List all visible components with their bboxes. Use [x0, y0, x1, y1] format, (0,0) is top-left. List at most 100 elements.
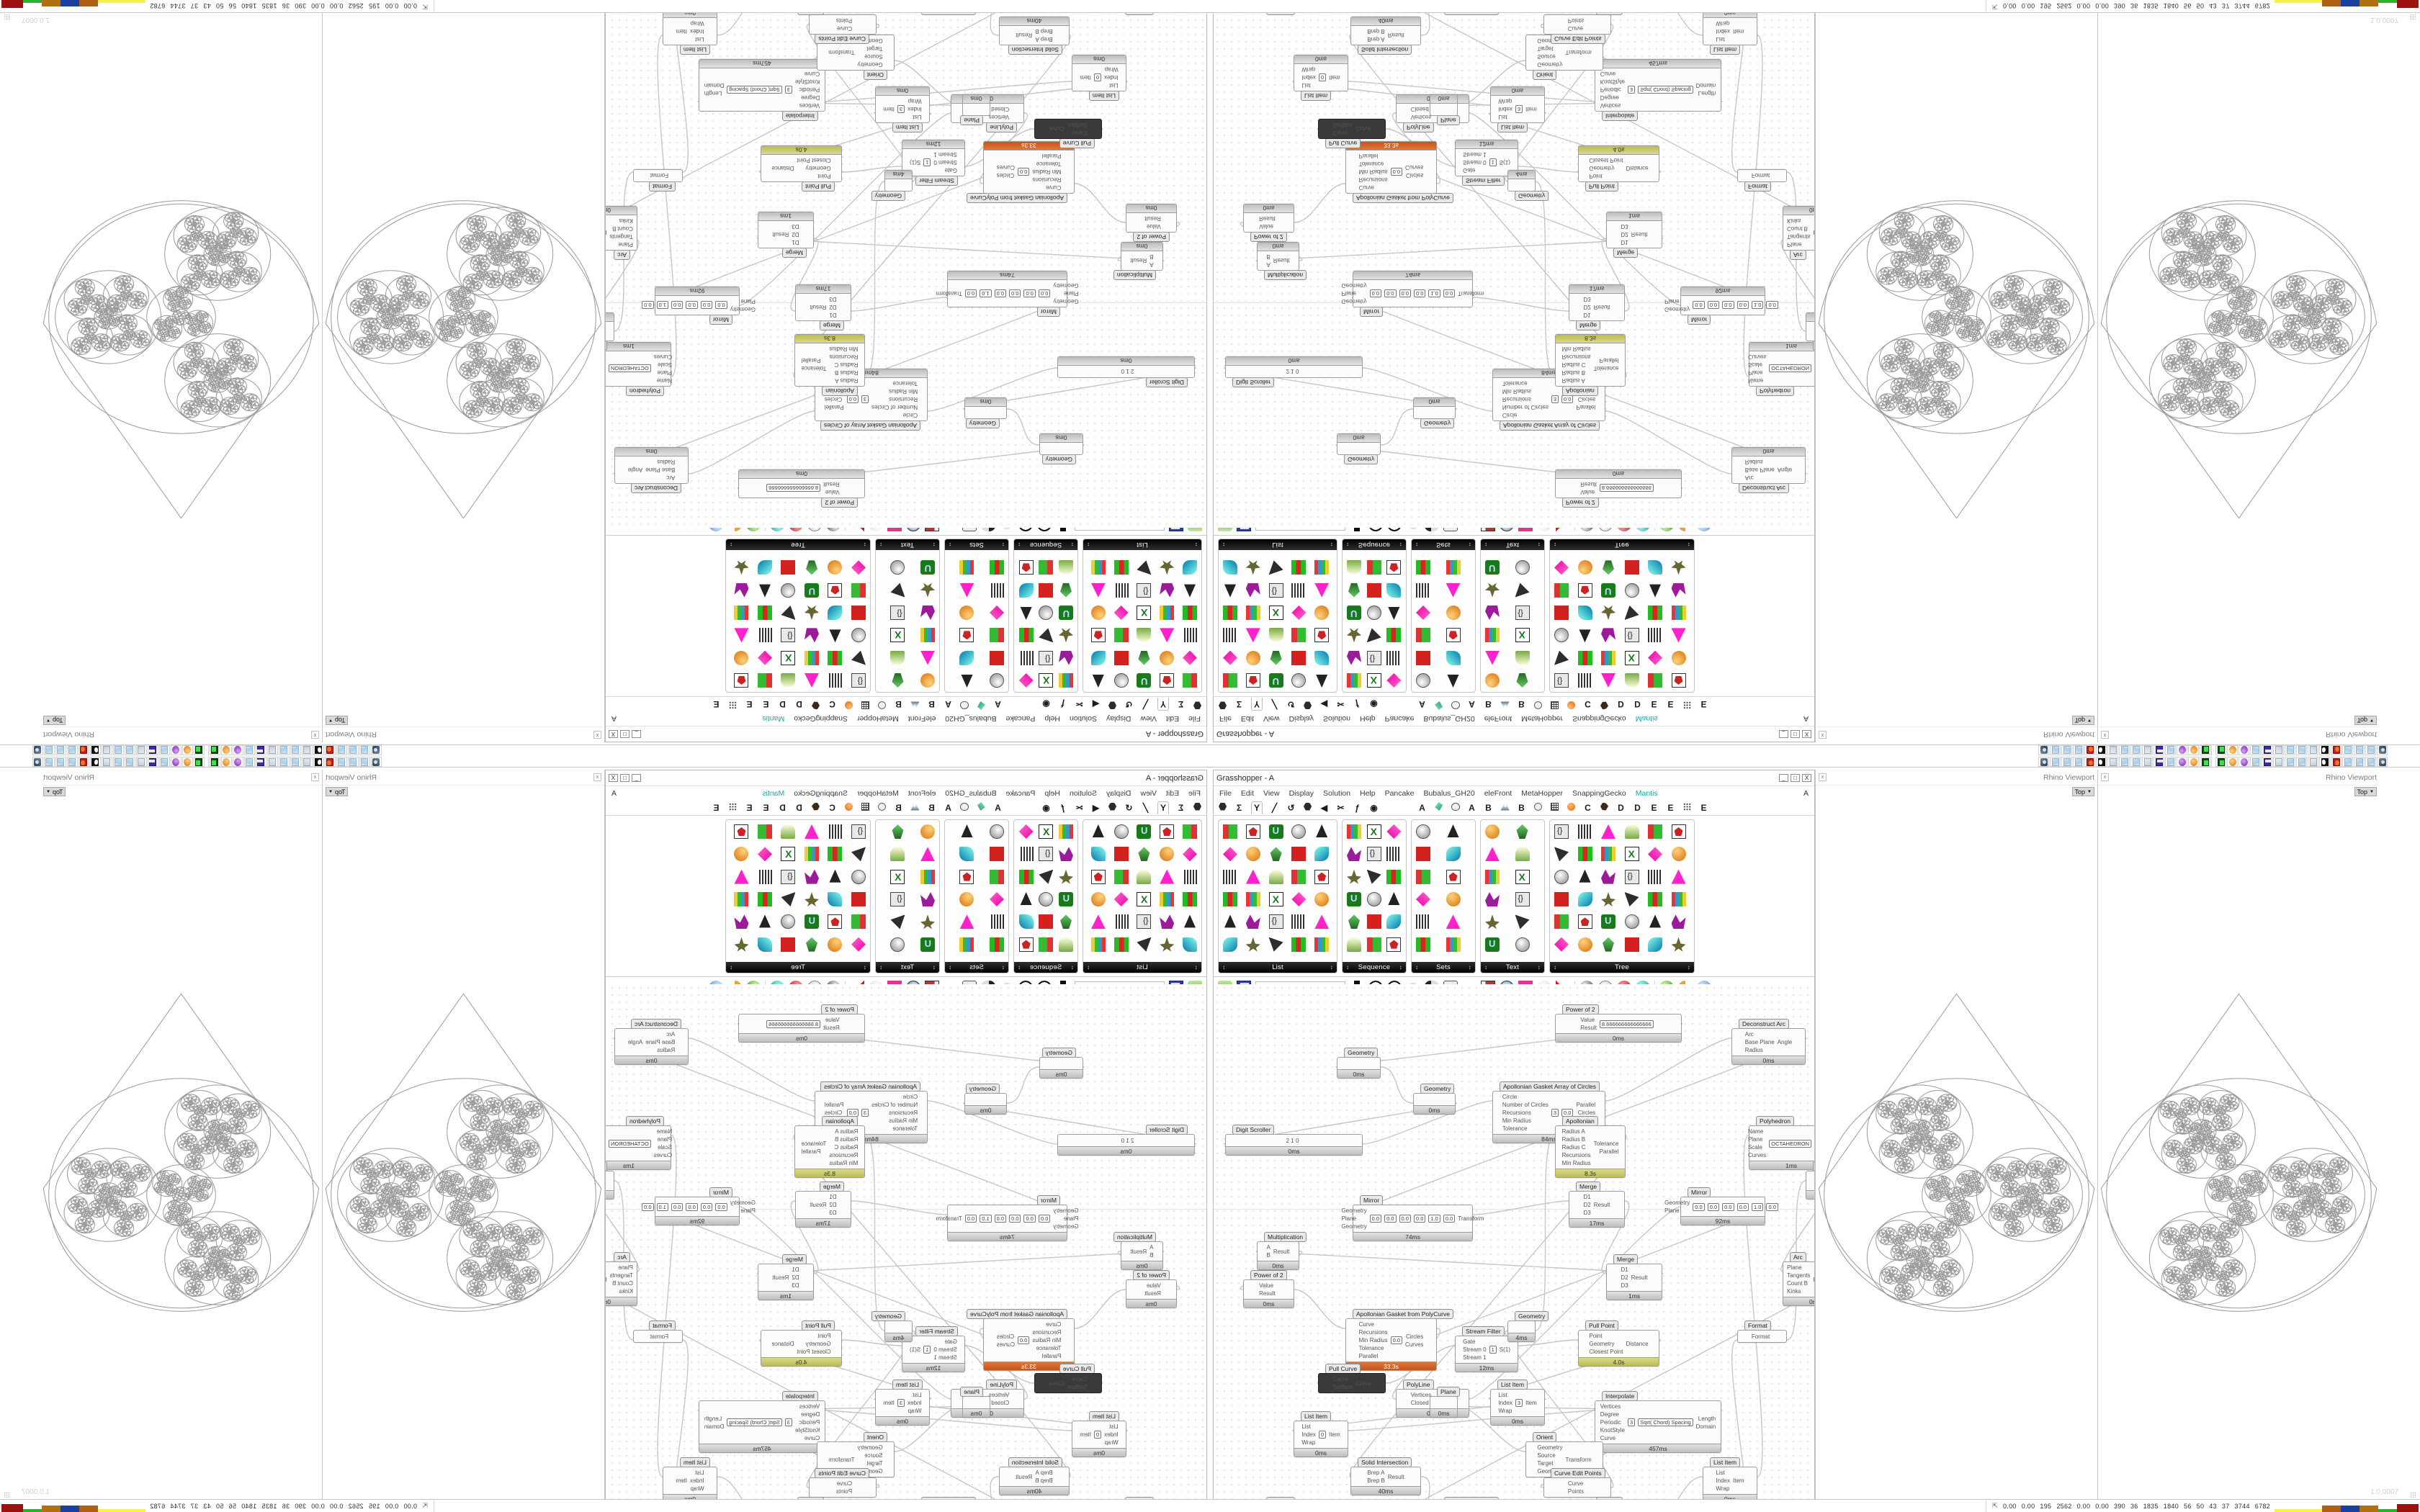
purple-orb-icon[interactable]: [2177, 756, 2187, 767]
ribbon-tab-vector[interactable]: ╱: [1270, 801, 1279, 814]
gh-component[interactable]: Format: [1737, 169, 1787, 182]
palette-component-icon[interactable]: [850, 912, 868, 933]
palette-component-icon[interactable]: [1576, 601, 1594, 622]
palette-component-icon[interactable]: [1483, 601, 1501, 622]
port-label[interactable]: Plane: [1664, 298, 1680, 305]
palette-group-label[interactable]: Text: [876, 539, 939, 550]
palette-component-icon[interactable]: [1483, 845, 1501, 865]
degree-field[interactable]: 3: [1628, 1418, 1636, 1426]
port-label[interactable]: Curve: [1072, 130, 1088, 136]
port-label[interactable]: Arc: [1744, 474, 1754, 481]
orange-orb-icon[interactable]: [221, 756, 232, 767]
palette-component-icon[interactable]: [1312, 935, 1330, 956]
palette-component-icon[interactable]: [1552, 822, 1570, 843]
port-label[interactable]: Geometry: [1053, 298, 1079, 305]
port-label[interactable]: Domain: [704, 1423, 725, 1430]
palette-group-list[interactable]: List: [1083, 539, 1202, 693]
port-label[interactable]: Plane: [1341, 290, 1357, 297]
palette-component-icon[interactable]: [1444, 624, 1462, 644]
palette-group-list[interactable]: List: [1083, 819, 1202, 973]
gh-component[interactable]: 0ms: [1337, 433, 1381, 455]
palette-group-text[interactable]: Text: [875, 819, 940, 973]
document-icon[interactable]: [244, 745, 255, 756]
palette-group-label[interactable]: Text: [1481, 539, 1544, 550]
index-field[interactable]: 0: [1318, 73, 1327, 81]
port-label[interactable]: Plane: [1747, 1136, 1763, 1143]
menu-item-edit[interactable]: Edit: [1165, 714, 1180, 724]
port-label[interactable]: Tolerance: [892, 380, 918, 387]
node-label[interactable]: Pull Curve: [1059, 1364, 1095, 1374]
palette-component-icon[interactable]: [1365, 935, 1383, 956]
ribbon-tab-display[interactable]: ◉: [1369, 698, 1379, 711]
scroll-icon[interactable]: [2107, 745, 2118, 756]
node-label[interactable]: Deconstruct Arc: [631, 1019, 681, 1029]
palette-component-icon[interactable]: [1018, 624, 1036, 644]
node-label[interactable]: Solid Intersection: [1358, 45, 1412, 55]
port-label[interactable]: Number of Circles: [1502, 1102, 1549, 1108]
palette-group-label[interactable]: Tree: [1550, 962, 1694, 973]
menu-item-bubalus-gh20[interactable]: Bubalus_GH20: [1423, 788, 1475, 798]
palette-component-icon[interactable]: [756, 669, 774, 690]
palette-group-label[interactable]: Text: [1481, 962, 1544, 973]
plane-component-field[interactable]: 1.0: [980, 1215, 992, 1223]
plane-component-field[interactable]: 0.0: [715, 301, 727, 310]
port-label[interactable]: Tangents: [609, 1272, 633, 1279]
ribbon-tab-e[interactable]: E: [1649, 698, 1659, 711]
port-label[interactable]: List: [1716, 36, 1725, 42]
port-label[interactable]: Min Radius: [889, 388, 918, 395]
palette-component-icon[interactable]: [959, 845, 977, 865]
gh-component[interactable]: A B Result 0ms: [1257, 242, 1299, 271]
palette-component-icon[interactable]: [827, 624, 845, 644]
port-label[interactable]: Domain: [704, 82, 725, 89]
palette-component-icon[interactable]: [1576, 647, 1594, 667]
palette-component-icon[interactable]: [1623, 822, 1641, 843]
palette-component-icon[interactable]: [780, 624, 798, 644]
palette-component-icon[interactable]: [1444, 890, 1462, 911]
bw-app-icon[interactable]: [2319, 745, 2330, 756]
ribbon-tab-bug[interactable]: [877, 698, 887, 711]
menu-item-view[interactable]: View: [1263, 714, 1280, 724]
palette-component-icon[interactable]: [1513, 935, 1531, 956]
palette-component-icon[interactable]: [850, 556, 868, 577]
palette-component-icon[interactable]: [1670, 601, 1688, 622]
palette-component-icon[interactable]: [1158, 935, 1176, 956]
camera-icon[interactable]: [371, 756, 382, 767]
palette-component-icon[interactable]: [1552, 845, 1570, 865]
palette-component-icon[interactable]: [803, 845, 821, 865]
ribbon-tab-transform[interactable]: ƒ: [1058, 698, 1067, 711]
plane-component-field[interactable]: 1.0: [980, 289, 992, 297]
node-label[interactable]: Interpolate: [781, 111, 818, 121]
gh-component[interactable]: Value Result 0ms: [1126, 1279, 1177, 1308]
ribbon-tab-d2[interactable]: D: [1633, 801, 1642, 814]
port-label[interactable]: List: [1109, 1423, 1119, 1430]
palette-component-icon[interactable]: [1646, 556, 1664, 577]
node-label[interactable]: Orient: [1533, 1432, 1557, 1442]
document-icon[interactable]: [290, 756, 301, 767]
port-label[interactable]: Curve: [836, 1480, 853, 1487]
palette-component-icon[interactable]: [1158, 647, 1176, 667]
ribbon-tab-a2[interactable]: A: [944, 698, 953, 711]
ribbon-tab-e[interactable]: E: [761, 801, 771, 814]
port-label[interactable]: Result: [1631, 231, 1648, 238]
ribbon-tab-bar[interactable]: Σ Υ ╱ ↺ ◀ ✂ ƒ ◉ A A B B C D D E E E: [606, 696, 1206, 712]
port-label[interactable]: Scale: [1747, 361, 1762, 368]
ribbon-tab-mountain[interactable]: [1500, 698, 1510, 711]
palette-component-icon[interactable]: [1018, 890, 1036, 911]
ribbon-tab-curve[interactable]: ↺: [1124, 698, 1134, 711]
palette-component-icon[interactable]: [827, 890, 845, 911]
palette-component-icon[interactable]: [803, 601, 821, 622]
port-label[interactable]: Geometry: [1664, 306, 1690, 312]
port-label[interactable]: List: [913, 1392, 922, 1398]
camera-icon[interactable]: [2038, 756, 2049, 767]
port-label[interactable]: Vertices: [1600, 1403, 1621, 1410]
node-label[interactable]: List Item: [679, 1457, 710, 1467]
palette-component-icon[interactable]: [889, 624, 908, 644]
ribbon-tab-chicken[interactable]: [811, 801, 820, 814]
port-label[interactable]: Item: [1329, 74, 1340, 81]
palette-component-icon[interactable]: [1221, 579, 1239, 600]
palette-component-icon[interactable]: [1221, 890, 1239, 911]
port-label[interactable]: Target: [1537, 45, 1554, 52]
port-label[interactable]: Transform: [1458, 1215, 1484, 1222]
